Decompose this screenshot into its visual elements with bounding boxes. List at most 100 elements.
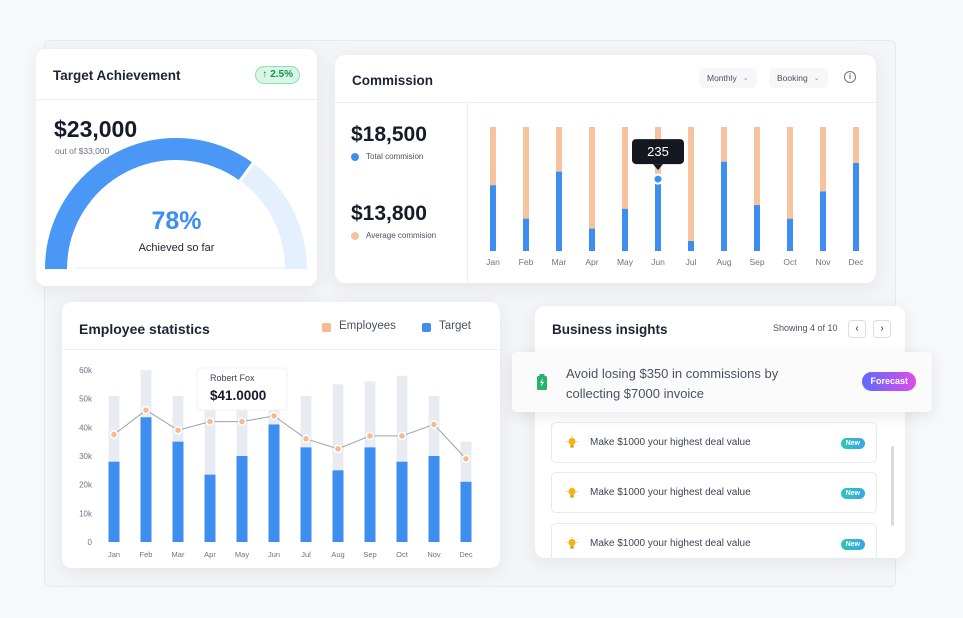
chevron-down-icon: ⌄: [813, 75, 820, 82]
business-insights-card: Business insights Showing 4 of 10 ‹ › Ma…: [535, 306, 905, 558]
employee-x-label: Jan: [108, 550, 120, 559]
commission-bar: [589, 228, 595, 251]
employee-tooltip: [196, 367, 288, 411]
employees-point: [109, 430, 119, 439]
target-gauge: [45, 138, 307, 270]
employee-x-label: Oct: [396, 550, 409, 559]
commission-tooltip-pointer: [653, 164, 663, 171]
commission-bar: [556, 171, 562, 251]
commission-bar-bg: [688, 127, 694, 251]
employees-point: [429, 420, 439, 429]
insights-title: Business insights: [552, 322, 668, 337]
commission-x-label: Mar: [552, 257, 567, 267]
commission-bar: [820, 191, 826, 251]
commission-tooltip: [632, 139, 684, 165]
arrow-up-icon: ↑: [262, 69, 268, 80]
commission-bar-bg: [622, 127, 628, 251]
commission-tooltip-label: 235: [647, 144, 669, 159]
next-page-button[interactable]: ›: [873, 320, 891, 338]
period-dropdown[interactable]: Monthly ⌄: [699, 68, 757, 88]
target-out-of: out of $33,000: [55, 146, 110, 156]
employees-point: [397, 431, 407, 441]
commission-x-label: Sep: [749, 257, 764, 267]
insight-item[interactable]: Make $1000 your highest deal value New: [551, 422, 877, 463]
commission-bar: [754, 205, 760, 251]
prev-page-button[interactable]: ‹: [848, 320, 866, 338]
type-dropdown[interactable]: Booking ⌄: [769, 68, 828, 88]
commission-bar: [622, 208, 628, 251]
target-percent: 78%: [151, 207, 202, 235]
commission-x-label: Apr: [585, 257, 598, 267]
commission-bar: [490, 185, 496, 251]
employee-title: Employee statistics: [79, 321, 210, 337]
employee-statistics-card: Employee statistics Employees Target 0 10…: [62, 302, 500, 568]
commission-bar: [523, 218, 529, 251]
employee-target-bar: [300, 447, 312, 542]
employee-y-label: 50k: [79, 395, 93, 404]
pagination-status: Showing 4 of 10: [773, 323, 838, 333]
lightbulb-icon: [566, 537, 578, 549]
commission-bar: [787, 218, 793, 251]
employee-target-bar: [140, 417, 152, 542]
commission-x-label: Jun: [651, 257, 665, 267]
lightbulb-icon: [566, 486, 578, 498]
employee-x-label: Mar: [172, 550, 185, 559]
commission-bar: [853, 162, 859, 251]
insight-item[interactable]: Make $1000 your highest deal value New: [551, 523, 877, 558]
employee-x-label: Feb: [140, 550, 153, 559]
info-icon[interactable]: i: [844, 71, 856, 83]
employee-bar-bg: [332, 384, 344, 542]
employee-x-label: Sep: [363, 550, 376, 559]
employees-point: [301, 434, 311, 444]
employee-x-label: Apr: [204, 550, 216, 559]
new-badge: New: [840, 488, 865, 499]
employee-tooltip-name: Robert Fox: [210, 373, 255, 383]
average-commission-value: $13,800: [351, 202, 427, 225]
commission-bar-bg: [589, 127, 595, 251]
commission-bar: [721, 161, 727, 251]
insight-text: Make $1000 your highest deal value: [590, 487, 751, 498]
employee-x-label: May: [235, 550, 249, 559]
commission-x-label: Oct: [783, 257, 797, 267]
target-legend-label: Target: [439, 320, 471, 332]
employee-target-bar: [268, 424, 280, 542]
commission-highlight-point: [652, 173, 664, 185]
employees-point: [269, 411, 279, 421]
employees-point: [205, 417, 215, 426]
employee-bar-bg: [204, 387, 216, 542]
employee-chart: 0 10k 20k 30k 40k 50k 60k Jan Feb Mar Apr May Jun Jul…: [79, 366, 473, 559]
insight-text: Make $1000 your highest deal value: [590, 538, 751, 549]
commission-bar-bg: [787, 127, 793, 251]
employee-target-bar: [428, 456, 440, 542]
commission-bar: [688, 241, 694, 251]
total-commission-value: $18,500: [351, 123, 427, 146]
employee-target-bar: [236, 456, 248, 542]
target-achievement-card: Target Achievement ↑ 2.5% $23,000 out of…: [36, 49, 317, 286]
employee-x-label: Nov: [427, 550, 441, 559]
employees-line: [113, 409, 467, 460]
forecast-insight[interactable]: Avoid losing $350 in commissions by coll…: [512, 352, 932, 412]
target-title: Target Achievement: [53, 68, 181, 83]
employee-target-bar: [396, 461, 408, 542]
insight-item[interactable]: Make $1000 your highest deal value New: [551, 472, 877, 513]
employee-y-label: 30k: [79, 452, 93, 461]
commission-x-label: Aug: [716, 257, 731, 267]
employees-point: [461, 454, 471, 464]
employee-x-label: Jun: [268, 550, 280, 559]
gauge-fill: [45, 138, 253, 270]
forecast-text: Avoid losing $350 in commissions by coll…: [566, 366, 779, 401]
employee-x-label: Dec: [459, 550, 473, 559]
commission-chart: Jan Feb Mar Apr May Jun 235 Jul Aug Sep Oct Nov Dec: [486, 127, 864, 267]
employee-y-label: 60k: [79, 366, 93, 375]
chevron-down-icon: ⌄: [742, 75, 749, 82]
target-caption: Achieved so far: [138, 242, 215, 254]
commission-x-label: Nov: [815, 257, 831, 267]
target-amount: $23,000: [54, 116, 138, 142]
commission-x-label: Dec: [848, 257, 864, 267]
insight-text: Make $1000 your highest deal value: [590, 437, 751, 448]
scrollbar[interactable]: [891, 446, 894, 526]
employees-legend-label: Employees: [339, 320, 396, 332]
total-commission-label: Total commision: [366, 152, 424, 161]
employee-y-label: 40k: [79, 423, 93, 432]
employee-target-bar: [108, 461, 120, 542]
